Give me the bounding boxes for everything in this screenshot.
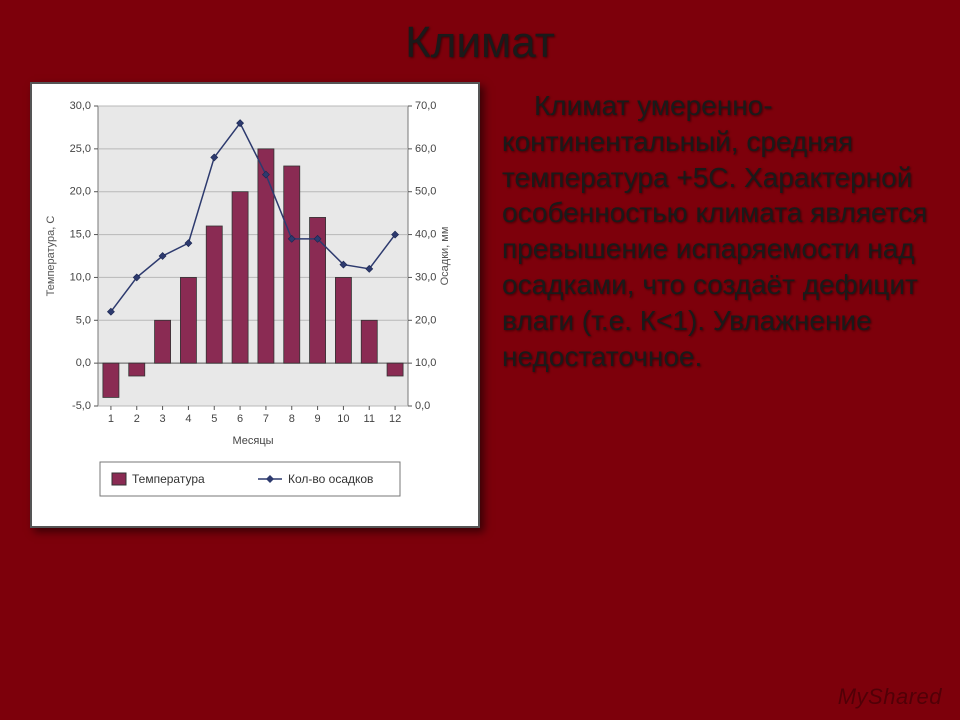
svg-text:40,0: 40,0 — [415, 229, 436, 241]
svg-text:Осадки, мм: Осадки, мм — [439, 227, 451, 286]
svg-text:25,0: 25,0 — [70, 143, 91, 155]
svg-text:3: 3 — [160, 413, 166, 425]
svg-text:4: 4 — [185, 413, 191, 425]
svg-text:60,0: 60,0 — [415, 143, 436, 155]
svg-text:Температура, С: Температура, С — [45, 216, 57, 297]
svg-text:1: 1 — [108, 413, 114, 425]
svg-text:20,0: 20,0 — [70, 186, 91, 198]
svg-text:8: 8 — [289, 413, 295, 425]
climate-chart: -5,0 0,0 5,0 10,0 15,0 20,0 25,0 30,0 0,0 10,0 20,… — [30, 82, 480, 528]
svg-text:30,0: 30,0 — [415, 271, 436, 283]
svg-text:70,0: 70,0 — [415, 100, 436, 112]
svg-text:30,0: 30,0 — [70, 100, 91, 112]
svg-text:Месяцы: Месяцы — [232, 435, 273, 447]
watermark: MyShared — [838, 684, 942, 710]
svg-text:5: 5 — [211, 413, 217, 425]
svg-text:5,0: 5,0 — [76, 314, 91, 326]
svg-text:11: 11 — [364, 413, 375, 425]
svg-text:0,0: 0,0 — [76, 357, 91, 369]
svg-text:0,0: 0,0 — [415, 400, 430, 412]
description-span: Климат умеренно-континентальный, средняя… — [502, 88, 930, 375]
svg-text:6: 6 — [237, 413, 243, 425]
svg-text:9: 9 — [315, 413, 321, 425]
svg-text:12: 12 — [389, 413, 401, 425]
description-text: Климат умеренно-континентальный, средняя… — [502, 82, 930, 528]
svg-text:50,0: 50,0 — [415, 186, 436, 198]
svg-text:7: 7 — [263, 413, 269, 425]
svg-text:10: 10 — [337, 413, 349, 425]
svg-text:Кол-во осадков: Кол-во осадков — [288, 472, 373, 486]
svg-text:15,0: 15,0 — [70, 229, 91, 241]
svg-text:10,0: 10,0 — [415, 357, 436, 369]
svg-text:2: 2 — [134, 413, 140, 425]
svg-text:10,0: 10,0 — [70, 271, 91, 283]
svg-text:Температура: Температура — [132, 472, 205, 486]
chart-svg: -5,0 0,0 5,0 10,0 15,0 20,0 25,0 30,0 0,0 10,0 20,… — [40, 96, 460, 516]
page-title: Климат — [0, 0, 960, 68]
svg-text:-5,0: -5,0 — [72, 400, 91, 412]
svg-text:20,0: 20,0 — [415, 314, 436, 326]
